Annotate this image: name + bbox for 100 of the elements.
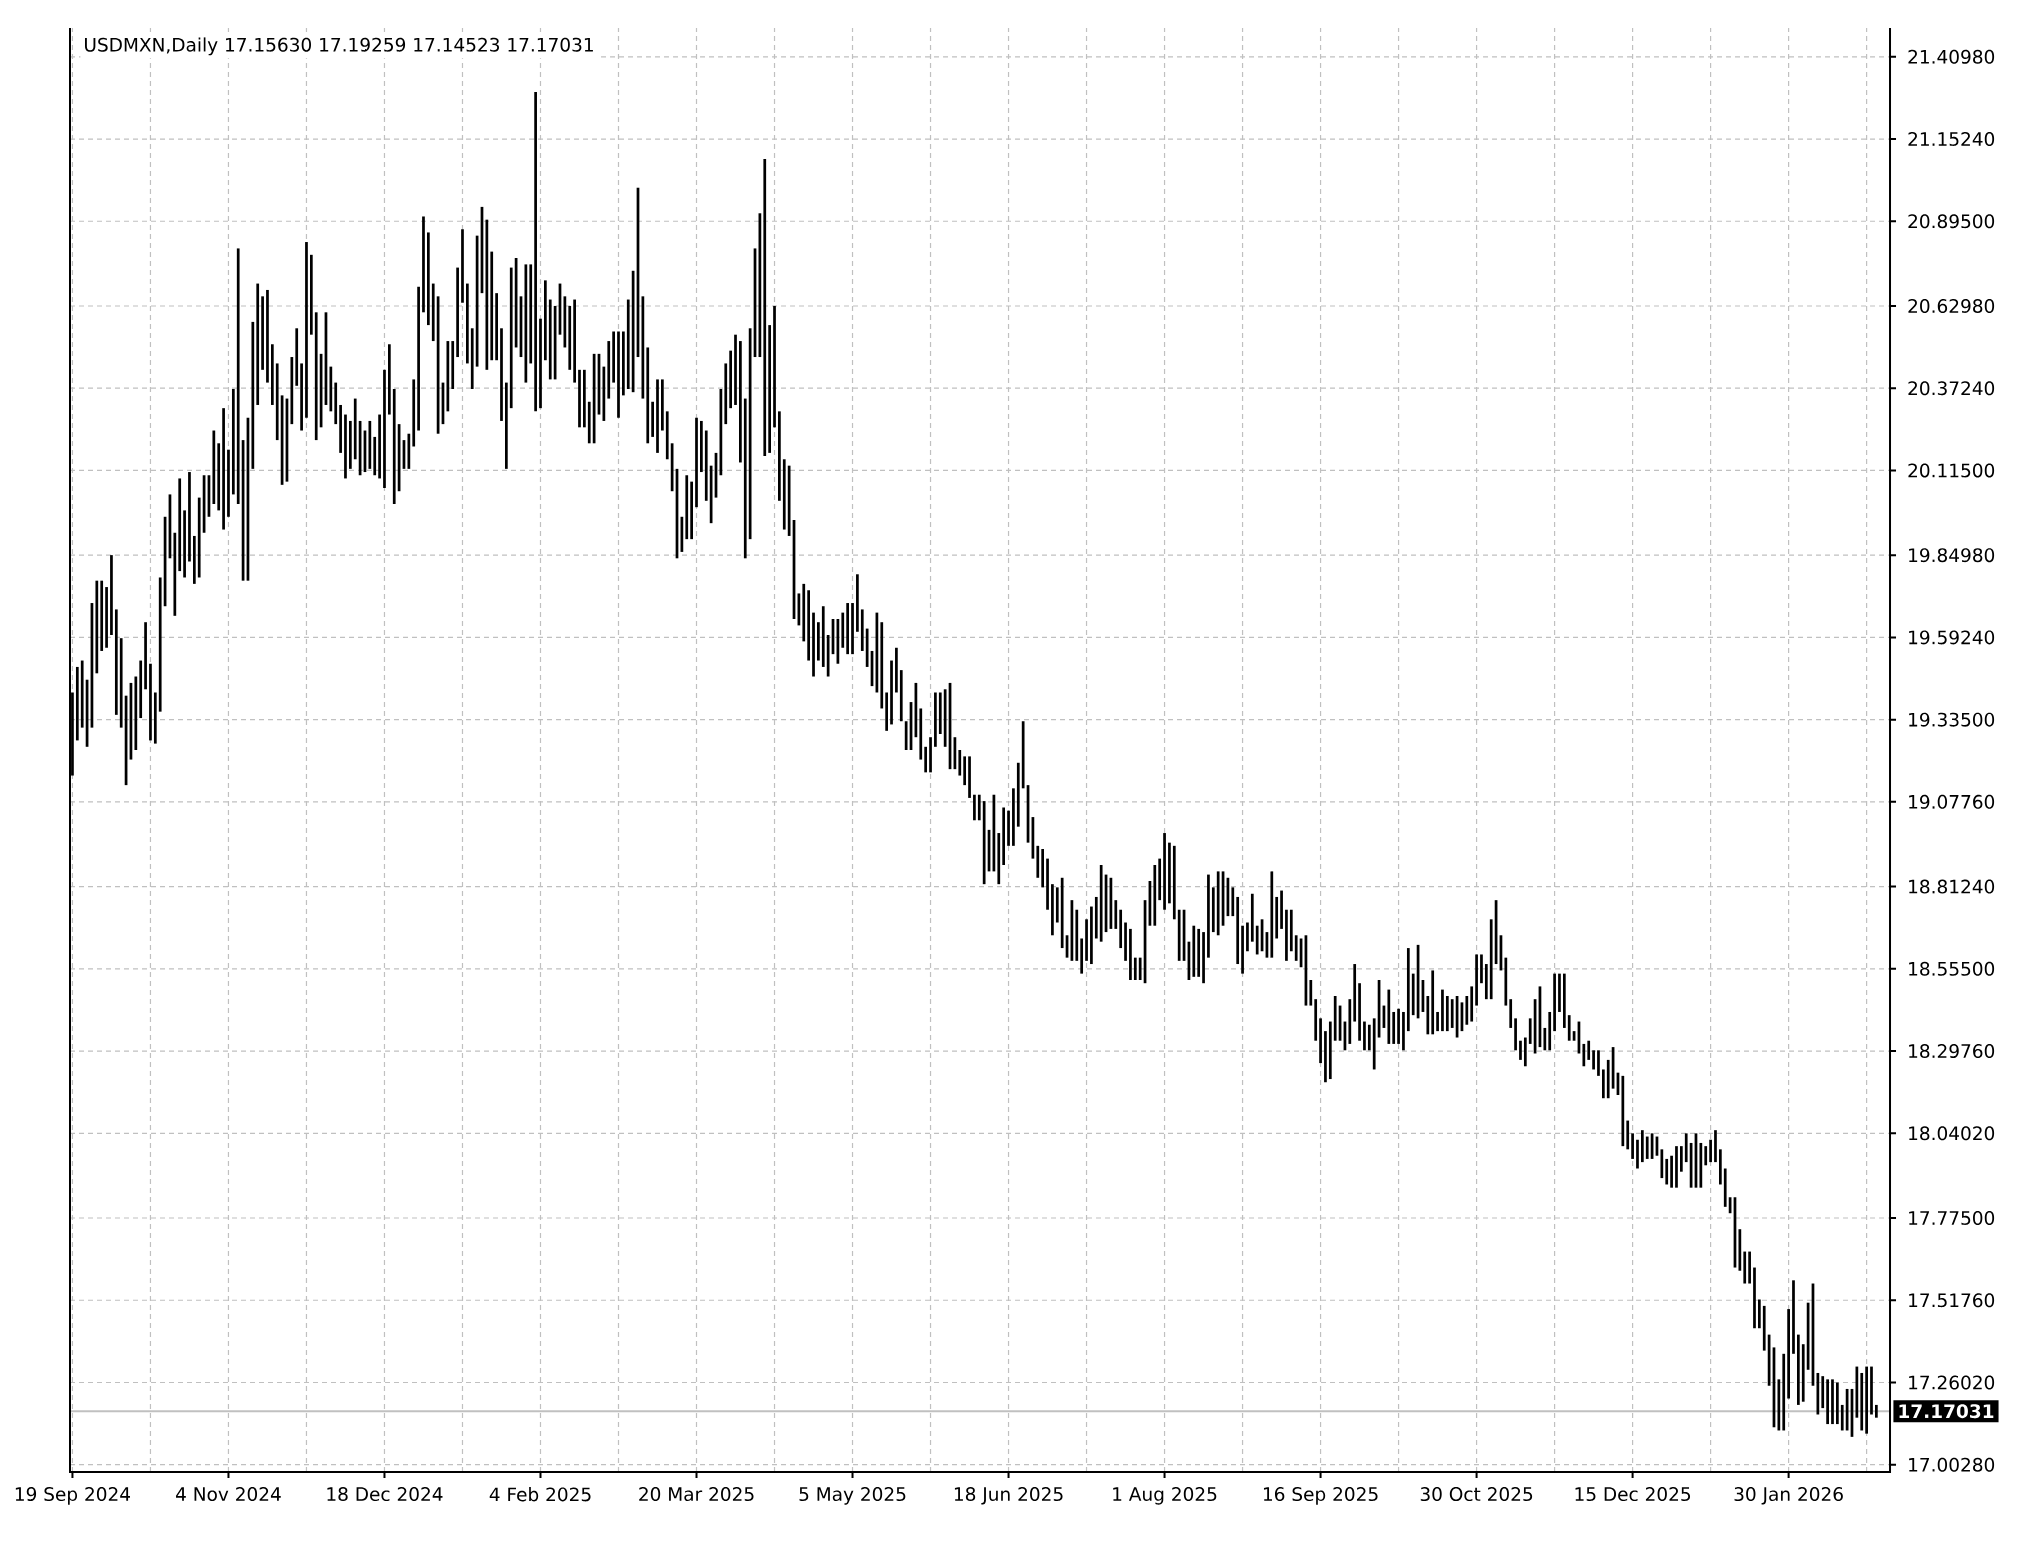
bar (1831, 1379, 1834, 1425)
y-tick-label: 19.84980 (1909, 548, 1995, 563)
bar (1836, 1382, 1839, 1425)
bar (1280, 890, 1283, 929)
bar (1055, 887, 1059, 923)
bar (1168, 842, 1171, 904)
bar (422, 216, 425, 313)
y-tick-label: 19.59240 (1909, 630, 1995, 645)
bar (612, 331, 615, 383)
bar (1285, 909, 1288, 961)
bar (782, 459, 786, 530)
bar (1348, 999, 1352, 1044)
bar (1441, 989, 1444, 1032)
bar (856, 574, 859, 632)
bar (607, 341, 611, 399)
bar (1528, 1018, 1532, 1044)
bar (1367, 1024, 1371, 1051)
bar (426, 232, 430, 326)
bar (334, 382, 338, 425)
bar (1231, 887, 1235, 917)
bar (227, 449, 230, 517)
bar (114, 609, 118, 715)
bar (539, 318, 542, 409)
bar (1597, 1050, 1600, 1076)
bar (1640, 1130, 1644, 1163)
bar (183, 510, 186, 578)
bar (690, 481, 693, 540)
bar (919, 708, 923, 760)
bar (685, 475, 689, 540)
bar (1294, 935, 1298, 961)
x-tick-label: 16 Sep 2025 (1263, 1487, 1378, 1505)
bar (1328, 1021, 1332, 1080)
bar (1553, 973, 1556, 1032)
bar (1085, 919, 1088, 961)
bar (1172, 845, 1176, 920)
bar (1587, 1040, 1591, 1060)
ref-line-label: 17.17031 (1899, 1404, 1994, 1419)
bar (958, 749, 962, 776)
x-tick-label: 30 Oct 2025 (1420, 1487, 1533, 1502)
bar (568, 305, 572, 370)
bar (1855, 1366, 1859, 1418)
bar (1753, 1267, 1756, 1329)
bar (314, 312, 318, 441)
bar (490, 251, 494, 361)
bar (1665, 1158, 1669, 1185)
bar (729, 350, 732, 409)
bar (1704, 1146, 1708, 1166)
y-tick-label: 20.11500 (1908, 463, 1995, 478)
y-tick-label: 19.33500 (1909, 712, 1995, 727)
bar (1675, 1146, 1678, 1188)
bar (451, 341, 455, 389)
bar (1387, 989, 1391, 1044)
bar (1777, 1379, 1781, 1431)
bar (1075, 909, 1079, 961)
bar (802, 583, 806, 642)
bar (1021, 721, 1025, 789)
bar (470, 328, 474, 389)
bar (378, 414, 381, 479)
bar (266, 289, 269, 383)
bar (1470, 986, 1474, 1022)
bar (1270, 871, 1274, 958)
bar (144, 622, 147, 690)
bar (1748, 1251, 1751, 1284)
chart-title: USDMXN,Daily 17.15630 17.19259 17.14523 17.17031 (85, 37, 593, 56)
bar (1051, 884, 1054, 936)
bar (651, 401, 654, 437)
bar (446, 341, 450, 412)
bar (778, 411, 781, 501)
bar (943, 689, 947, 747)
bar (1046, 858, 1049, 910)
bar (1480, 954, 1483, 984)
bar (222, 408, 225, 530)
bar (149, 663, 152, 741)
bar (1211, 887, 1215, 933)
bar (880, 622, 884, 709)
bar (1275, 896, 1279, 939)
bar (1699, 1142, 1703, 1188)
bar (1757, 1299, 1761, 1329)
bar (504, 382, 508, 469)
bar (1392, 1011, 1396, 1044)
bar (431, 283, 435, 342)
bar (1875, 1404, 1878, 1418)
bar (1363, 1021, 1366, 1051)
bar (1246, 922, 1249, 952)
y-tick-label: 17.77500 (1909, 1211, 1995, 1226)
bar (973, 794, 976, 821)
bar (656, 379, 659, 453)
y-tick-label: 18.29760 (1909, 1044, 1995, 1059)
bar (1626, 1120, 1630, 1150)
bar (1582, 1043, 1586, 1067)
bar (500, 328, 503, 421)
bar (895, 647, 898, 693)
bar (646, 347, 650, 444)
bar (1163, 833, 1166, 910)
bar (1207, 874, 1210, 958)
bar (1450, 999, 1454, 1028)
bar (417, 286, 420, 431)
bar (885, 692, 889, 731)
bar (368, 420, 372, 469)
bar (158, 577, 162, 712)
